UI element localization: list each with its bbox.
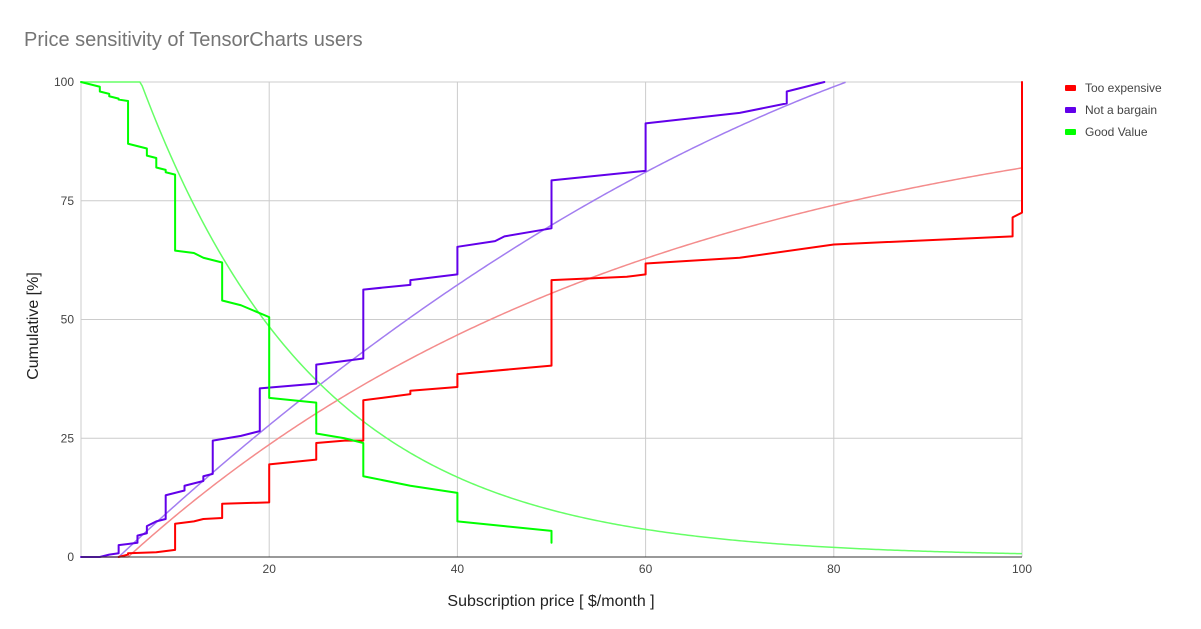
chart-title: Price sensitivity of TensorCharts users: [24, 29, 363, 51]
legend-item[interactable]: Not a bargain: [1065, 103, 1157, 117]
x-tick-label: 40: [451, 562, 465, 576]
legend-swatch: [1065, 129, 1076, 135]
legend-label: Not a bargain: [1085, 103, 1157, 117]
series-line-3: [80, 81, 553, 544]
legend-item[interactable]: Good Value: [1065, 125, 1148, 139]
series-line-2: [80, 81, 826, 558]
tick-labels: 0 25 50 75 100 20 40 60 80 100: [54, 75, 1032, 576]
legend-label: Too expensive: [1085, 81, 1162, 95]
trend-line-2: [81, 81, 846, 558]
legend[interactable]: Too expensive Not a bargain Good Value: [1065, 81, 1162, 139]
legend-label: Good Value: [1085, 125, 1148, 139]
y-tick-label: 0: [67, 550, 74, 564]
x-tick-label: 60: [639, 562, 653, 576]
y-tick-label: 25: [61, 431, 75, 445]
x-axis-title: Subscription price [ $/month ]: [447, 593, 654, 610]
y-tick-label: 100: [54, 75, 74, 89]
y-axis-title: Cumulative [%]: [25, 272, 42, 380]
legend-item[interactable]: Too expensive: [1065, 81, 1162, 95]
series-lines: [80, 81, 1023, 558]
y-tick-label: 75: [61, 194, 75, 208]
x-tick-label: 80: [827, 562, 841, 576]
series-line-1: [117, 81, 1023, 558]
x-tick-label: 20: [263, 562, 277, 576]
legend-swatch: [1065, 107, 1076, 113]
trend-line-3: [81, 81, 1023, 555]
x-tick-label: 100: [1012, 562, 1032, 576]
legend-swatch: [1065, 85, 1076, 91]
y-tick-label: 50: [61, 313, 75, 327]
